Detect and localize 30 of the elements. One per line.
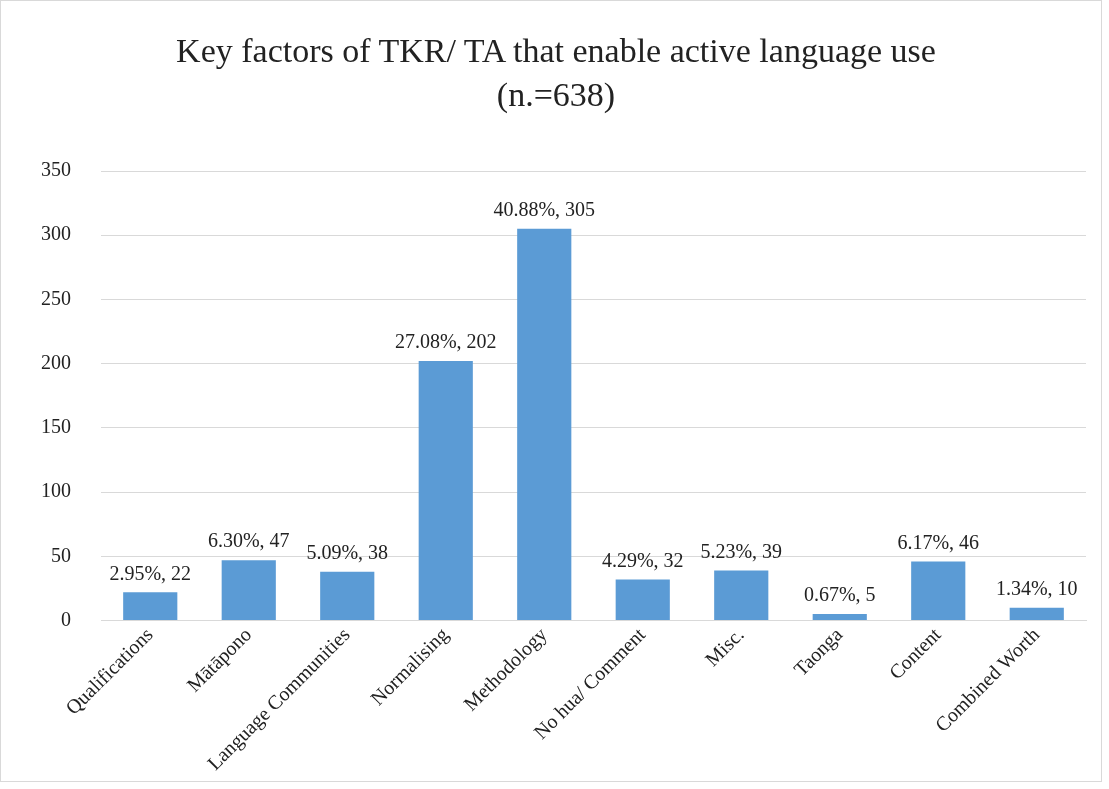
data-label: 40.88%, 305 <box>493 198 596 221</box>
bar <box>418 361 473 621</box>
bar <box>320 571 375 621</box>
y-tick-label: 200 <box>41 350 71 373</box>
data-label: 27.08%, 202 <box>394 330 497 353</box>
y-tick-label: 50 <box>51 543 71 566</box>
chart-title: Key factors of TKR/ TA that enable active language use (n.=638) <box>175 31 937 115</box>
y-tick-label: 150 <box>41 415 71 438</box>
bar <box>123 592 178 621</box>
bar <box>714 570 769 621</box>
x-tick-label: Misc. <box>700 623 748 671</box>
bar <box>221 560 276 621</box>
data-label: 1.34%, 10 <box>995 576 1078 599</box>
data-label: 0.67%, 5 <box>803 583 876 606</box>
bar <box>517 228 572 621</box>
y-tick-label: 100 <box>41 479 71 502</box>
data-label: 6.17%, 46 <box>897 530 980 553</box>
data-label: 4.29%, 32 <box>601 548 684 571</box>
data-label: 2.95%, 22 <box>109 561 192 584</box>
bar <box>615 579 670 621</box>
data-label: 6.30%, 47 <box>207 529 290 552</box>
bar <box>812 614 867 621</box>
data-label: 5.23%, 39 <box>700 539 783 562</box>
y-tick-label: 0 <box>61 607 71 630</box>
data-label: 5.09%, 38 <box>306 540 389 563</box>
y-tick-label: 250 <box>41 286 71 309</box>
y-tick-label: 300 <box>41 222 71 245</box>
bar <box>911 561 966 621</box>
y-tick-label: 350 <box>41 158 71 181</box>
bar <box>1009 607 1064 621</box>
